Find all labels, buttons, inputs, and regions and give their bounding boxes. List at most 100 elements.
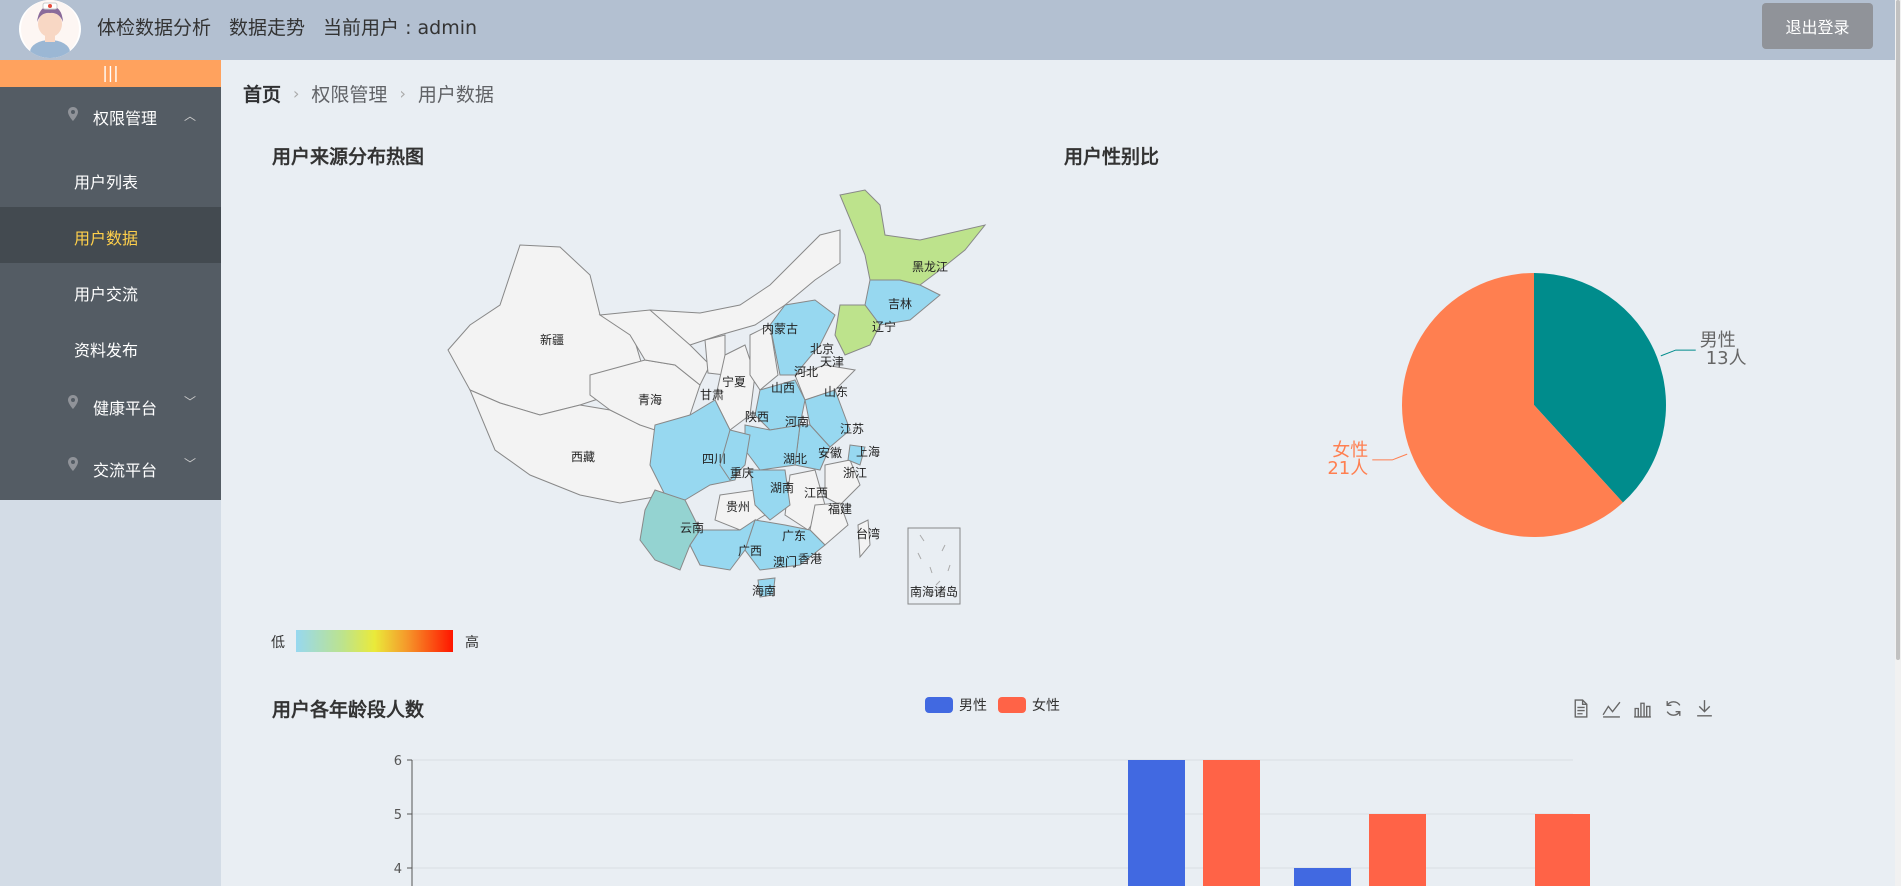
- line-chart-icon[interactable]: [1601, 698, 1622, 719]
- label-macau: 澳门: [773, 554, 797, 569]
- legend-label: 女性: [1032, 698, 1060, 714]
- province-liaoning[interactable]: [834, 304, 881, 356]
- province-fujian[interactable]: [809, 502, 849, 546]
- location-icon: [68, 395, 78, 409]
- legend-label: 男性: [959, 698, 987, 714]
- bar-0-4[interactable]: [1294, 868, 1351, 886]
- sidebar-item-label: 用户数据: [74, 229, 139, 248]
- label-fujian: 福建: [828, 501, 852, 516]
- province-hebei[interactable]: [769, 299, 836, 376]
- bar-chart-icon[interactable]: [1632, 698, 1653, 719]
- sidebar-collapse-toggle[interactable]: |||: [0, 60, 221, 87]
- label-qinghai: 青海: [638, 392, 662, 407]
- logout-button[interactable]: 退出登录: [1762, 3, 1873, 49]
- province-guangxi[interactable]: [689, 518, 756, 571]
- province-heilongjiang[interactable]: [839, 189, 987, 286]
- breadcrumb: 首页 › 权限管理 › 用户数据: [243, 80, 494, 107]
- label-neimenggu: 内蒙古: [762, 321, 798, 336]
- pie-label-name: 女性: [1332, 440, 1368, 461]
- bar-0-3[interactable]: [1128, 760, 1185, 886]
- label-gansu: 甘肃: [700, 388, 724, 402]
- menu-group-health[interactable]: 健康平台 ﹀: [0, 375, 221, 437]
- sidebar-item-user-list[interactable]: 用户列表: [0, 151, 221, 207]
- bar-legend-female[interactable]: 女性: [998, 695, 1060, 715]
- pie-label-name: 男性: [1700, 330, 1736, 351]
- sidebar-item-label: 资料发布: [74, 341, 139, 360]
- label-jiangxi: 江西: [804, 486, 828, 500]
- bar-1-5[interactable]: [1535, 814, 1590, 886]
- y-tick-label: 5: [394, 808, 402, 823]
- chart-toolbox: [1570, 698, 1715, 719]
- menu-group-exchange[interactable]: 交流平台 ﹀: [0, 437, 221, 499]
- sidebar-item-publish[interactable]: 资料发布: [0, 319, 221, 375]
- avatar[interactable]: [19, 0, 81, 58]
- page-scrollbar-thumb[interactable]: [1896, 0, 1900, 660]
- y-tick-label: 6: [394, 754, 402, 769]
- chevron-down-icon: ﹀: [184, 395, 197, 409]
- label-hubei: 湖北: [783, 451, 807, 466]
- pie-slice-0[interactable]: [1534, 273, 1666, 503]
- menu-group-permission[interactable]: 权限管理 ︿: [0, 87, 221, 149]
- label-henan: 河南: [785, 414, 809, 429]
- province-hainan[interactable]: [757, 577, 776, 598]
- sidebar-item-label: 用户交流: [74, 285, 139, 304]
- visual-map-gradient[interactable]: [296, 630, 453, 652]
- bar-legend-male[interactable]: 男性: [925, 695, 987, 715]
- restore-icon[interactable]: [1663, 698, 1684, 719]
- sidebar-menu: 权限管理 ︿ 用户列表 用户数据 用户交流 资料发布 健康平台 ﹀ 交流平台 ﹀: [0, 87, 221, 500]
- age-bar-chart[interactable]: 6 5 4: [370, 740, 1590, 886]
- label-guangxi: 广西: [738, 544, 762, 558]
- pie-label-value: 13人: [1706, 348, 1747, 369]
- province-shanxi[interactable]: [749, 324, 779, 391]
- label-tianjin: 天津: [820, 355, 844, 369]
- location-icon: [68, 107, 78, 121]
- label-guizhou: 贵州: [726, 500, 750, 514]
- nav-health-analysis[interactable]: 体检数据分析: [97, 16, 212, 39]
- top-header: 体检数据分析 数据走势 当前用户 : admin 退出登录: [0, 0, 1901, 60]
- chevron-right-icon: ›: [293, 84, 300, 103]
- label-guangdong: 广东: [782, 529, 806, 543]
- visual-map-high-label: 高: [465, 635, 479, 651]
- sidebar-item-user-chat[interactable]: 用户交流: [0, 263, 221, 319]
- label-chongqing: 重庆: [730, 466, 754, 480]
- legend-swatch: [998, 697, 1026, 713]
- breadcrumb-permission[interactable]: 权限管理: [311, 84, 388, 106]
- province-chongqing[interactable]: [719, 429, 751, 481]
- south-china-sea-inset: [907, 527, 961, 605]
- sidebar-item-label: 用户列表: [74, 173, 139, 192]
- bar-1-3[interactable]: [1203, 760, 1260, 886]
- legend-swatch: [925, 697, 953, 713]
- province-gansu[interactable]: [598, 309, 711, 386]
- label-xinjiang: 新疆: [540, 332, 564, 347]
- label-shandong: 山东: [824, 385, 848, 399]
- nav-data-trend[interactable]: 数据走势: [229, 16, 306, 39]
- china-heat-map[interactable]: 黑龙江 吉林 辽宁 内蒙古 北京 天津 河北 新疆 青海 甘肃 宁夏 山西 山东…: [440, 185, 1000, 615]
- bar-title: 用户各年龄段人数: [272, 699, 425, 721]
- current-user: 当前用户 : admin: [323, 16, 478, 39]
- data-view-icon[interactable]: [1570, 698, 1591, 719]
- province-yunnan[interactable]: [639, 489, 701, 571]
- breadcrumb-user-data: 用户数据: [417, 84, 494, 106]
- label-sichuan: 四川: [702, 452, 726, 466]
- label-ningxia: 宁夏: [722, 374, 746, 389]
- label-shanxi: 山西: [771, 381, 795, 395]
- breadcrumb-home[interactable]: 首页: [243, 84, 282, 106]
- province-taiwan[interactable]: [857, 519, 871, 559]
- province-shanghai[interactable]: [847, 444, 866, 466]
- save-image-icon[interactable]: [1694, 698, 1715, 719]
- chevron-right-icon: ›: [399, 84, 406, 103]
- province-guangdong[interactable]: [744, 519, 826, 571]
- province-hunan[interactable]: [749, 469, 791, 521]
- pie-slice-1[interactable]: [1402, 273, 1623, 537]
- sidebar-item-user-data[interactable]: 用户数据: [0, 207, 221, 263]
- label-yunnan: 云南: [680, 520, 704, 535]
- province-zhejiang[interactable]: [824, 459, 861, 506]
- pie-label-line: [1372, 453, 1408, 461]
- province-sichuan[interactable]: [649, 399, 746, 501]
- location-icon: [68, 457, 78, 471]
- label-heilongjiang: 黑龙江: [912, 260, 948, 274]
- province-jiangsu[interactable]: [804, 389, 851, 448]
- bar-1-4[interactable]: [1369, 814, 1426, 886]
- label-south-china-sea: 南海诸岛: [910, 584, 958, 599]
